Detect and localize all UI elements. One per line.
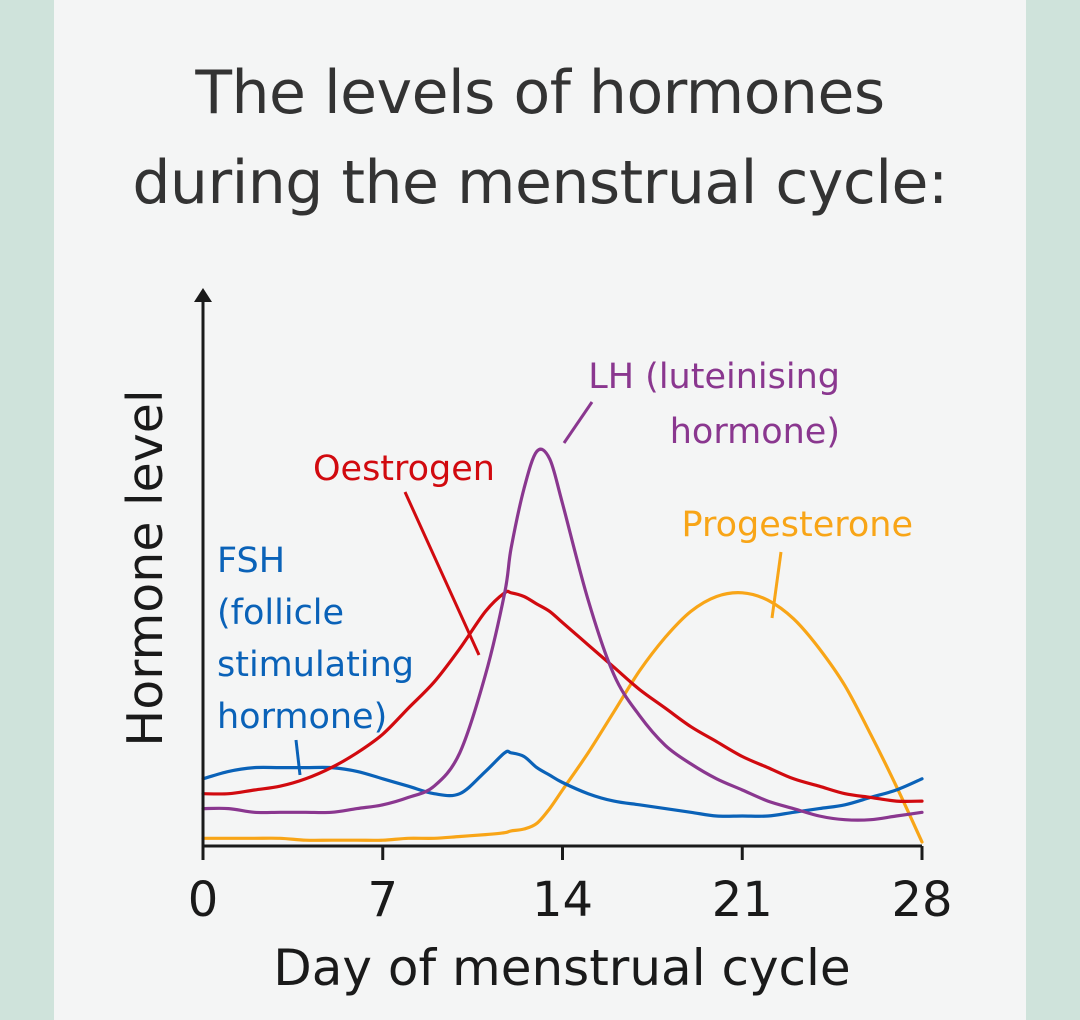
series-layer: [201, 447, 924, 844]
oestrogen-label-leader: [403, 491, 481, 656]
x-tick-label: 14: [532, 872, 593, 928]
chart-title: The levels of hormones during the menstr…: [0, 48, 1080, 228]
oestrogen-series-label: Oestrogen: [313, 449, 495, 489]
fsh-series-label-line: (follicle: [217, 593, 344, 633]
oestrogen-series-line: [201, 589, 924, 803]
lh-label-leader: [562, 401, 594, 444]
chart-title-line-1: The levels of hormones: [195, 58, 885, 128]
series-labels: FSH (follicle stimulating hormone) Oestrogen…: [217, 357, 913, 737]
x-axis-label: Day of menstrual cycle: [273, 939, 850, 997]
chart-title-line-2: during the menstrual cycle:: [132, 148, 948, 218]
progesterone-series-line: [201, 591, 924, 844]
lh-series-label-line: LH (luteinising: [588, 357, 840, 397]
fsh-series-label: FSH (follicle stimulating hormone): [217, 541, 414, 737]
lh-series-label-line: hormone): [670, 412, 840, 452]
y-axis-arrow: [194, 288, 212, 302]
x-ticks: 0 7 14 21 28: [188, 846, 953, 928]
x-tick-label: 21: [712, 872, 773, 928]
axes: 0 7 14 21 28: [188, 288, 953, 928]
progesterone-label-leader: [770, 551, 783, 619]
progesterone-series-label-line: Progesterone: [681, 505, 913, 545]
y-axis-label: Hormone level: [117, 389, 174, 746]
content-panel: [54, 0, 1026, 1020]
progesterone-series-label: Progesterone: [681, 505, 913, 545]
lh-series-line: [201, 447, 924, 822]
x-tick-label: 0: [188, 872, 219, 928]
fsh-series-label-line: hormone): [217, 697, 387, 737]
lh-series-label: LH (luteinising hormone): [588, 357, 840, 452]
oestrogen-series-label-line: Oestrogen: [313, 449, 495, 489]
fsh-label-leader: [294, 739, 302, 776]
x-tick-label: 28: [891, 872, 952, 928]
series-callouts: [294, 401, 783, 776]
fsh-series-label-line: stimulating: [217, 645, 414, 685]
x-tick-label: 7: [367, 872, 398, 928]
fsh-series-label-line: FSH: [217, 541, 285, 581]
